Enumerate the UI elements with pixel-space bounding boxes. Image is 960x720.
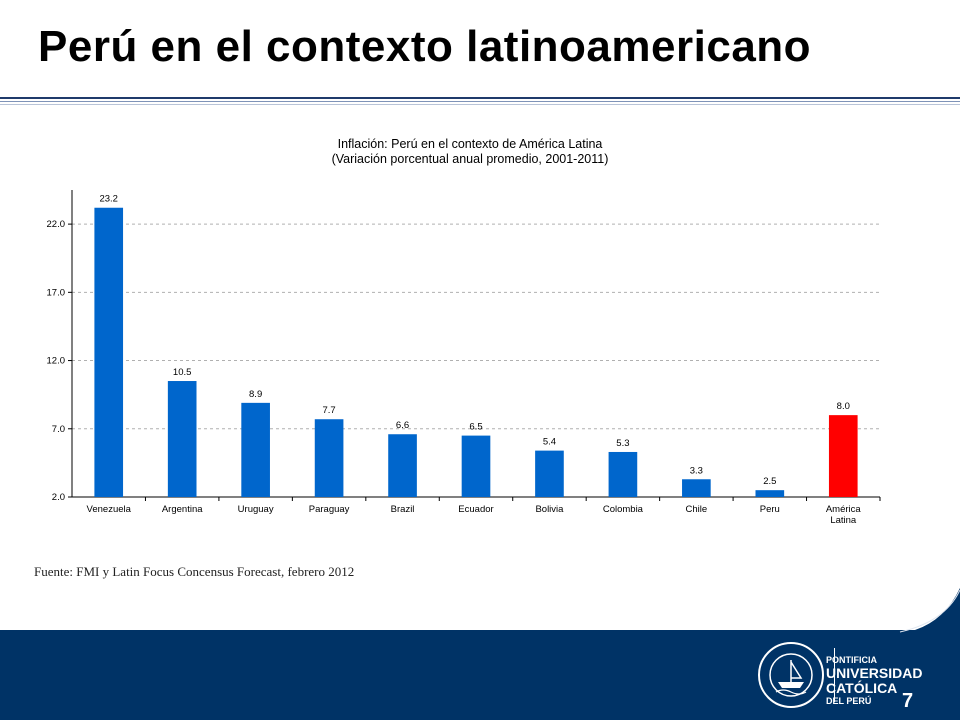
logo-line-pontificia: PONTIFICIA xyxy=(826,655,877,665)
bar-value-label: 3.3 xyxy=(690,465,703,476)
inflation-chart: Inflación: Perú en el contexto de Améric… xyxy=(20,130,920,550)
logo-line-universidad: UNIVERSIDAD xyxy=(826,665,923,681)
bar xyxy=(828,415,858,497)
bar-value-label: 8.9 xyxy=(249,389,262,400)
title-rule xyxy=(0,97,960,99)
bar-value-label: 5.4 xyxy=(543,437,556,448)
chart-title-line2: (Variación porcentual anual promedio, 20… xyxy=(331,152,609,166)
x-tick-label: Paraguay xyxy=(309,504,350,515)
x-tick-label: Ecuador xyxy=(458,504,493,515)
logo-divider xyxy=(834,648,835,702)
bar-chart-plot: 2.0 7.0 12.0 17.0 22.0 23.2 Venezuela 10.5 Argen… xyxy=(47,190,881,526)
footer-curve xyxy=(0,588,960,720)
x-tick-label: América xyxy=(826,504,862,515)
bar xyxy=(682,479,711,497)
bar-value-label: 5.3 xyxy=(616,438,629,449)
bar xyxy=(535,450,564,497)
bar-value-label: 10.5 xyxy=(173,367,192,378)
source-note: Fuente: FMI y Latin Focus Concensus Fore… xyxy=(34,564,355,579)
page-number: 7 xyxy=(902,690,914,712)
title-rule-thin-1 xyxy=(0,101,960,102)
bar xyxy=(167,381,197,497)
bar-value-label: 6.5 xyxy=(469,422,482,433)
title-rule-thin-2 xyxy=(0,104,960,105)
logo-line-catolica: CATÓLICA xyxy=(826,680,898,696)
y-tick-label: 12.0 xyxy=(47,356,66,367)
x-tick-label: Argentina xyxy=(162,504,203,515)
x-tick-label: Bolivia xyxy=(535,504,564,515)
y-tick-label: 22.0 xyxy=(47,219,66,230)
bar xyxy=(608,451,638,497)
seal-icon xyxy=(758,642,824,708)
x-tick-label: Chile xyxy=(686,504,708,515)
x-tick-label: Latina xyxy=(830,515,857,526)
x-tick-label: Colombia xyxy=(603,504,644,515)
x-tick-label: Brazil xyxy=(391,504,415,515)
logo-line-del-peru: DEL PERÚ xyxy=(826,696,872,706)
bar xyxy=(241,402,270,497)
y-tick-label: 17.0 xyxy=(47,287,66,298)
bar-value-label: 6.6 xyxy=(396,420,409,431)
bar xyxy=(314,419,344,497)
x-tick-label: Venezuela xyxy=(87,504,132,515)
footer-band xyxy=(0,588,960,720)
bar xyxy=(388,434,417,497)
slide-title: Perú en el contexto latinoamericano xyxy=(38,22,812,71)
footer-curve-highlight xyxy=(899,589,960,633)
x-tick-label: Peru xyxy=(760,504,780,515)
bar xyxy=(755,490,785,497)
bar-value-label: 23.2 xyxy=(99,194,118,205)
bar xyxy=(461,435,491,497)
bar xyxy=(94,207,124,497)
y-tick-label: 7.0 xyxy=(52,424,65,435)
x-tick-label: Uruguay xyxy=(238,504,274,515)
bar-value-label: 2.5 xyxy=(763,476,776,487)
university-logo xyxy=(752,640,952,710)
bar-value-label: 7.7 xyxy=(322,405,335,416)
chart-title-line1: Inflación: Perú en el contexto de Améric… xyxy=(337,137,603,151)
bar-value-label: 8.0 xyxy=(837,401,850,412)
y-tick-label: 2.0 xyxy=(52,492,65,503)
